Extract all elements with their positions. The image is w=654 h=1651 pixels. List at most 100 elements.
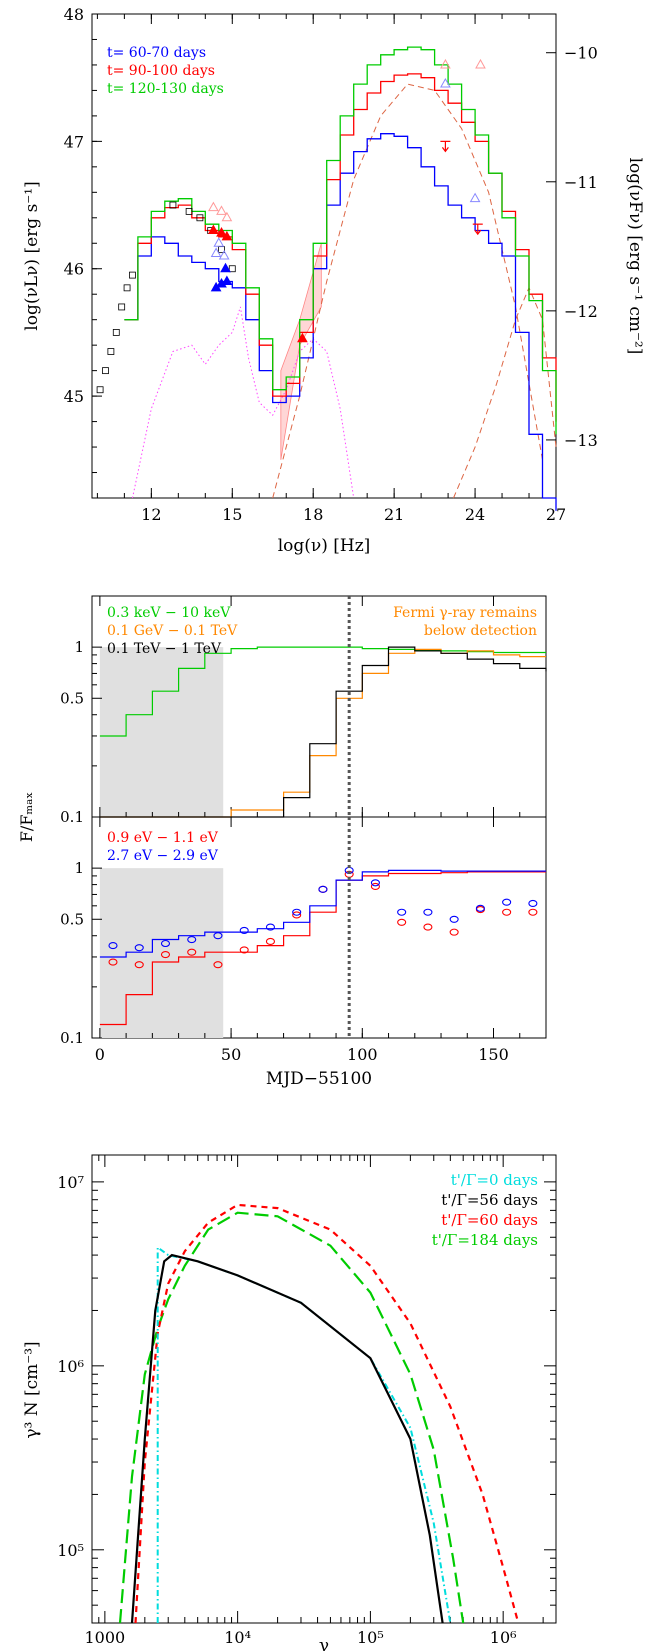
- gamma-data-lightblue-triangle: [213, 237, 225, 247]
- sed-y-tick-label: 48: [64, 5, 84, 24]
- es-legend-entry-4: t'/Γ=184 days: [432, 1231, 538, 1249]
- fermi-annotation-line-2: below detection: [424, 623, 537, 639]
- sed-x-tick-label: 24: [465, 505, 485, 524]
- lc-data-point: [239, 946, 249, 954]
- lc-top-legend-entry-3: 0.1 TeV − 1 TeV: [107, 641, 222, 657]
- lc-series-2: [99, 869, 546, 958]
- lc-data-point: [265, 937, 276, 946]
- lc-data-point: [423, 923, 433, 931]
- lc-data-point: [134, 944, 144, 952]
- gamma-data-lightblue-triangle: [218, 249, 230, 260]
- lightcurve-bottom-panel: 0 50 100 150 0.1 0.5 1 0.9 eV − 1.1 eV 2.7 eV …: [17, 792, 547, 1089]
- lc-y-tick-label: 0.1: [60, 808, 84, 826]
- es-x-tick-label: 10⁵: [357, 1628, 384, 1647]
- archival-data-square: [228, 265, 236, 273]
- lc-data-point: [134, 961, 144, 969]
- archival-data-square: [112, 329, 120, 336]
- sed-y-tick-label: 46: [64, 260, 84, 279]
- lc-top-legend-entry-2: 0.1 GeV − 0.1 TeV: [107, 623, 238, 639]
- lc-y-tick-label: 1: [74, 859, 84, 877]
- lc-y-tick-label: 0.1: [60, 1029, 84, 1047]
- es-x-axis-label: γ: [319, 1636, 329, 1651]
- sed-legend-entry-2: t= 90-100 days: [107, 63, 215, 79]
- lc-data-point: [108, 958, 118, 966]
- optical-data-blue-triangle: [220, 262, 231, 273]
- lc-data-point: [449, 928, 459, 936]
- lc-data-point: [108, 942, 118, 950]
- sed-x-tick-label: 27: [546, 505, 566, 524]
- lc-x-tick-label: 0: [95, 1045, 105, 1064]
- lc-data-point: [318, 885, 328, 893]
- sed-x-tick-label: 12: [141, 505, 161, 524]
- gamma-data-pink-triangle: [440, 58, 451, 69]
- lc-data-point: [160, 950, 171, 959]
- lc-data-point: [475, 904, 485, 912]
- lc-data-point: [187, 948, 197, 956]
- sed-legend-entry-3: t= 120-130 days: [107, 81, 224, 97]
- sed-x-tick-label: 15: [222, 505, 242, 524]
- archival-data-square: [169, 201, 177, 209]
- host-component-dotted: [132, 306, 355, 499]
- lc-data-point: [370, 879, 380, 887]
- sed-x-axis-label: log(ν) [Hz]: [278, 536, 371, 556]
- optical-data-red-triangle: [208, 224, 219, 235]
- lc-data-point: [423, 908, 433, 916]
- es-x-tick-label: 10⁴: [224, 1628, 251, 1647]
- lc-data-point: [397, 918, 407, 926]
- sed-x-tick-label: 18: [303, 505, 323, 524]
- sed-x-tick-label: 21: [384, 505, 404, 524]
- shaded-interval: [99, 647, 224, 817]
- sed-y-right-tick-label: −13: [564, 431, 598, 450]
- es-plot-frame: [91, 1154, 557, 1624]
- gamma-data-lightblue-triangle: [469, 192, 481, 203]
- optical-data-red-triangle: [297, 332, 308, 343]
- upper-limit-arrowhead: [441, 147, 449, 153]
- lc-data-point: [160, 939, 171, 948]
- lc-data-point: [370, 882, 380, 891]
- lc-top-chart-marks: 0.1 0.5 1: [60, 596, 547, 826]
- es-y-tick-label: 10⁷: [57, 1173, 84, 1192]
- lc-bottom-legend-entry-1: 0.9 eV − 1.1 eV: [107, 830, 219, 846]
- es-legend-entry-2: t'/Γ=56 days: [441, 1191, 538, 1209]
- lc-data-point: [292, 911, 302, 919]
- lc-data-point: [292, 908, 302, 916]
- optical-data-red-triangle: [216, 227, 227, 237]
- sed-y-right-tick-label: −11: [564, 173, 598, 192]
- gamma-data-lightblue-triangle: [440, 78, 451, 88]
- lc-y-tick-label: 0.5: [60, 689, 84, 707]
- archival-data-square: [123, 284, 131, 292]
- sed-y-axis-right-label: log(νFν) [erg s⁻¹ cm⁻²]: [625, 158, 645, 355]
- lc-x-tick-label: 50: [221, 1045, 241, 1064]
- lc-data-point: [502, 908, 512, 916]
- lc-data-point: [213, 932, 223, 940]
- lc-x-tick-label: 150: [478, 1045, 509, 1064]
- gamma-data-pink-triangle: [475, 58, 486, 69]
- lc-bottom-plot-frame: [91, 816, 547, 1039]
- lc-data-point: [213, 961, 223, 969]
- es-legend-entry-3: t'/Γ=60 days: [441, 1211, 538, 1229]
- lc-y-tick-label: 0.5: [60, 910, 84, 928]
- lc-y-axis-label: F/Fₘₐₓ: [17, 792, 36, 842]
- lc-data-point: [502, 898, 512, 906]
- sed-y-right-tick-label: −10: [564, 44, 598, 63]
- es-legend: t'/Γ=0 days t'/Γ=56 days t'/Γ=60 days t'…: [432, 1171, 538, 1249]
- optical-data-blue-triangle: [221, 275, 233, 285]
- gamma-data-lightblue-triangle: [210, 247, 222, 257]
- lc-data-point: [187, 935, 197, 944]
- gamma-data-pink-triangle: [221, 211, 233, 222]
- electron-spectrum-panel: 1000 10⁴ 10⁵ 10⁶ 10⁵ 10⁶ 10⁷ t'/Γ=0 days t'/Γ=…: [22, 1154, 557, 1651]
- es-series-4: [118, 1211, 465, 1624]
- lc-data-point: [397, 908, 407, 916]
- sed-y-tick-label: 45: [64, 387, 84, 406]
- lc-series-1: [99, 871, 546, 1026]
- lightcurve-top-panel: 0.1 0.5 1 0.3 keV − 10 keV 0.1 GeV − 0.1 T…: [60, 595, 547, 826]
- ssc-model-dashed: [272, 83, 543, 499]
- lc-top-legend: 0.3 keV − 10 keV 0.1 GeV − 0.1 TeV 0.1 T…: [107, 605, 238, 657]
- lc-data-point: [449, 915, 459, 923]
- lc-x-axis-label: MJD−55100: [266, 1069, 372, 1089]
- sed-y-tick-label: 47: [64, 132, 84, 151]
- archival-data-square: [118, 303, 126, 311]
- sed-legend-entry-1: t= 60-70 days: [107, 45, 206, 61]
- upper-limit-arrowhead: [474, 229, 482, 236]
